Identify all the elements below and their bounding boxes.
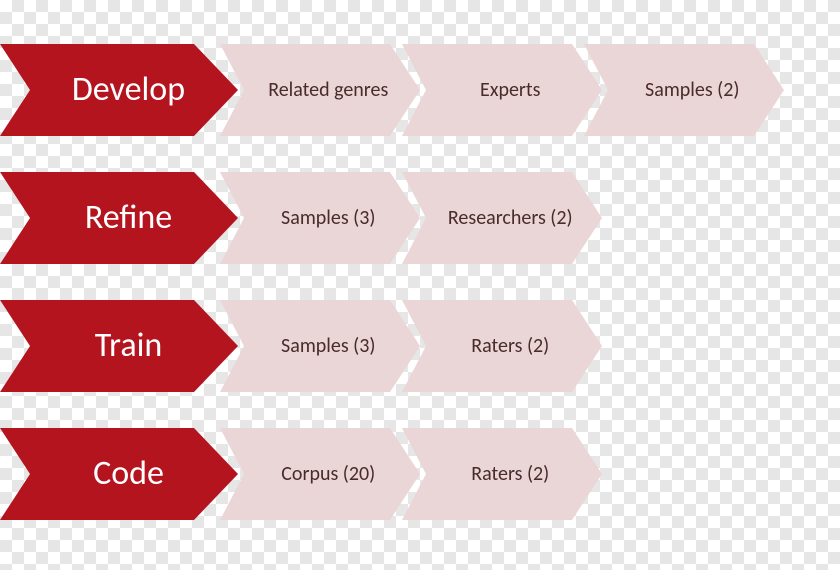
stage-develop: Develop (0, 44, 238, 136)
flow-row-code: Code Corpus (20) Raters (2) (0, 428, 840, 520)
step-label: Samples (3) (244, 335, 413, 358)
stage-label: Code (30, 454, 227, 493)
stage-train: Train (0, 300, 238, 392)
step-corpus-20: Corpus (20) (220, 428, 420, 520)
step-label: Experts (426, 79, 595, 102)
step-samples-2: Samples (2) (584, 44, 784, 136)
step-raters-2b: Raters (2) (402, 428, 602, 520)
step-label: Raters (2) (426, 335, 595, 358)
stage-refine: Refine (0, 172, 238, 264)
stage-code: Code (0, 428, 238, 520)
step-label: Related genres (244, 79, 413, 102)
stage-label: Train (30, 326, 227, 365)
step-samples-3a: Samples (3) (220, 172, 420, 264)
stage-label: Refine (30, 198, 227, 237)
step-label: Samples (2) (608, 79, 777, 102)
step-researchers-2: Researchers (2) (402, 172, 602, 264)
step-related-genres: Related genres (220, 44, 420, 136)
flow-row-train: Train Samples (3) Raters (2) (0, 300, 840, 392)
stage-label: Develop (30, 70, 227, 109)
step-experts: Experts (402, 44, 602, 136)
step-label: Samples (3) (244, 207, 413, 230)
step-samples-3b: Samples (3) (220, 300, 420, 392)
flow-row-develop: Develop Related genres Experts Samples (… (0, 44, 840, 136)
step-label: Corpus (20) (244, 463, 413, 486)
step-label: Researchers (2) (426, 207, 595, 230)
process-flowchart: Develop Related genres Experts Samples (… (0, 0, 840, 570)
step-raters-2a: Raters (2) (402, 300, 602, 392)
step-label: Raters (2) (426, 463, 595, 486)
flow-row-refine: Refine Samples (3) Researchers (2) (0, 172, 840, 264)
